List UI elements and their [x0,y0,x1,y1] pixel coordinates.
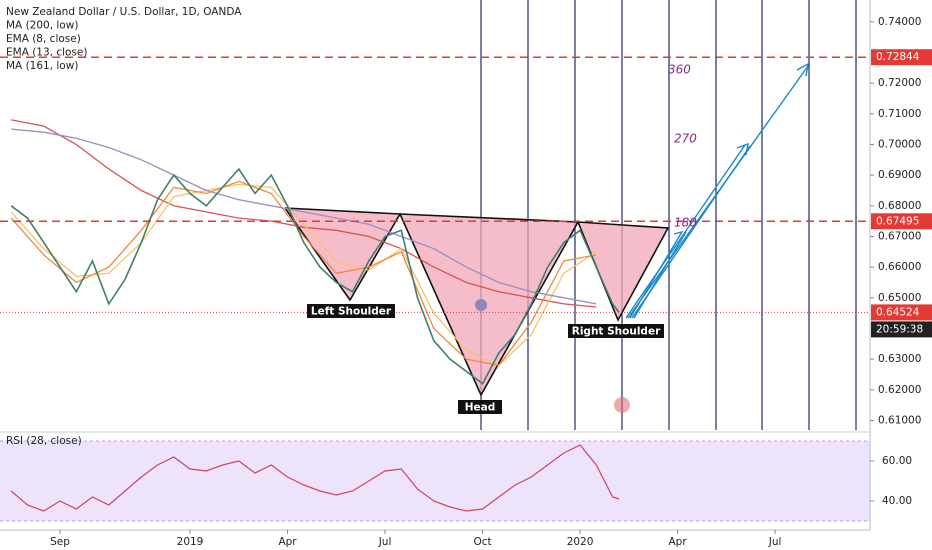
x-tick-label: 2020 [567,536,594,548]
annotation: 270 [674,132,697,146]
x-tick-label: Apr [668,536,687,548]
series-line [10,444,620,512]
y-tick-label: 0.70000 [878,138,921,150]
y-tick-label: 0.63000 [878,353,921,365]
countdown-box [871,321,932,338]
x-tick-label: Oct [473,536,491,548]
annotation: Right Shoulder [572,326,661,338]
x-tick-label: Apr [278,536,297,548]
rsi-tick-label: 40.00 [882,495,912,507]
series-line [11,119,597,308]
legend-entry: EMA (13, close) [6,47,88,59]
annotation: 360 [668,63,691,77]
y-tick-label: 0.62000 [878,384,921,396]
plot [0,56,870,522]
y-tick-label: 0.66000 [878,261,921,273]
series-line [10,167,620,385]
legend-entry: MA (161, low) [6,60,78,72]
legend-entry: EMA (8, close) [6,33,81,45]
price-label: 0.67495 [876,215,919,227]
x-tick-label: 2019 [177,536,204,548]
annotation: Head [465,402,496,414]
annotation: Left Shoulder [311,306,392,318]
legend-entry: New Zealand Dollar / U.S. Dollar, 1D, OA… [6,6,242,18]
marker [614,397,630,413]
legend-entry: MA (200, low) [6,20,78,32]
price-axis [870,0,932,550]
axes: 0.72844 0.67495 0.64524 20:59:38 0.74000 0.72… [50,16,932,548]
series-line [10,180,597,367]
rsi-band [0,441,870,521]
y-tick-label: 0.74000 [878,16,921,28]
x-tick-label: Jul [378,536,392,548]
y-tick-label: 0.67000 [878,230,921,242]
price-label-box [871,213,932,230]
price-label-box [871,304,932,321]
legend-entry: RSI (28, close) [6,435,82,447]
label-box [307,304,395,318]
price-label-box [871,49,932,66]
y-tick-label: 0.65000 [878,292,921,304]
series-line [11,128,597,305]
projection-arrows [625,62,809,319]
countdown: 20:59:38 [876,323,923,335]
y-tick-label: 0.71000 [878,108,921,120]
y-tick-label: 0.61000 [878,414,921,426]
label-box [568,324,664,338]
marker [475,299,487,311]
last-price: 0.64524 [876,306,920,318]
price-label: 0.72844 [876,51,920,63]
annotation: 180 [674,216,697,230]
label-box [458,400,502,414]
x-tick-label: Sep [50,536,70,548]
y-tick-label: 0.68000 [878,200,921,212]
vertical-lines [480,0,857,430]
rsi-tick-label: 60.00 [882,455,912,467]
y-tick-label: 0.72000 [878,77,921,89]
legend: New Zealand Dollar / U.S. Dollar, 1D, OA… [6,6,242,447]
y-tick-label: 0.69000 [878,169,921,181]
x-tick-label: Jul [768,536,782,548]
